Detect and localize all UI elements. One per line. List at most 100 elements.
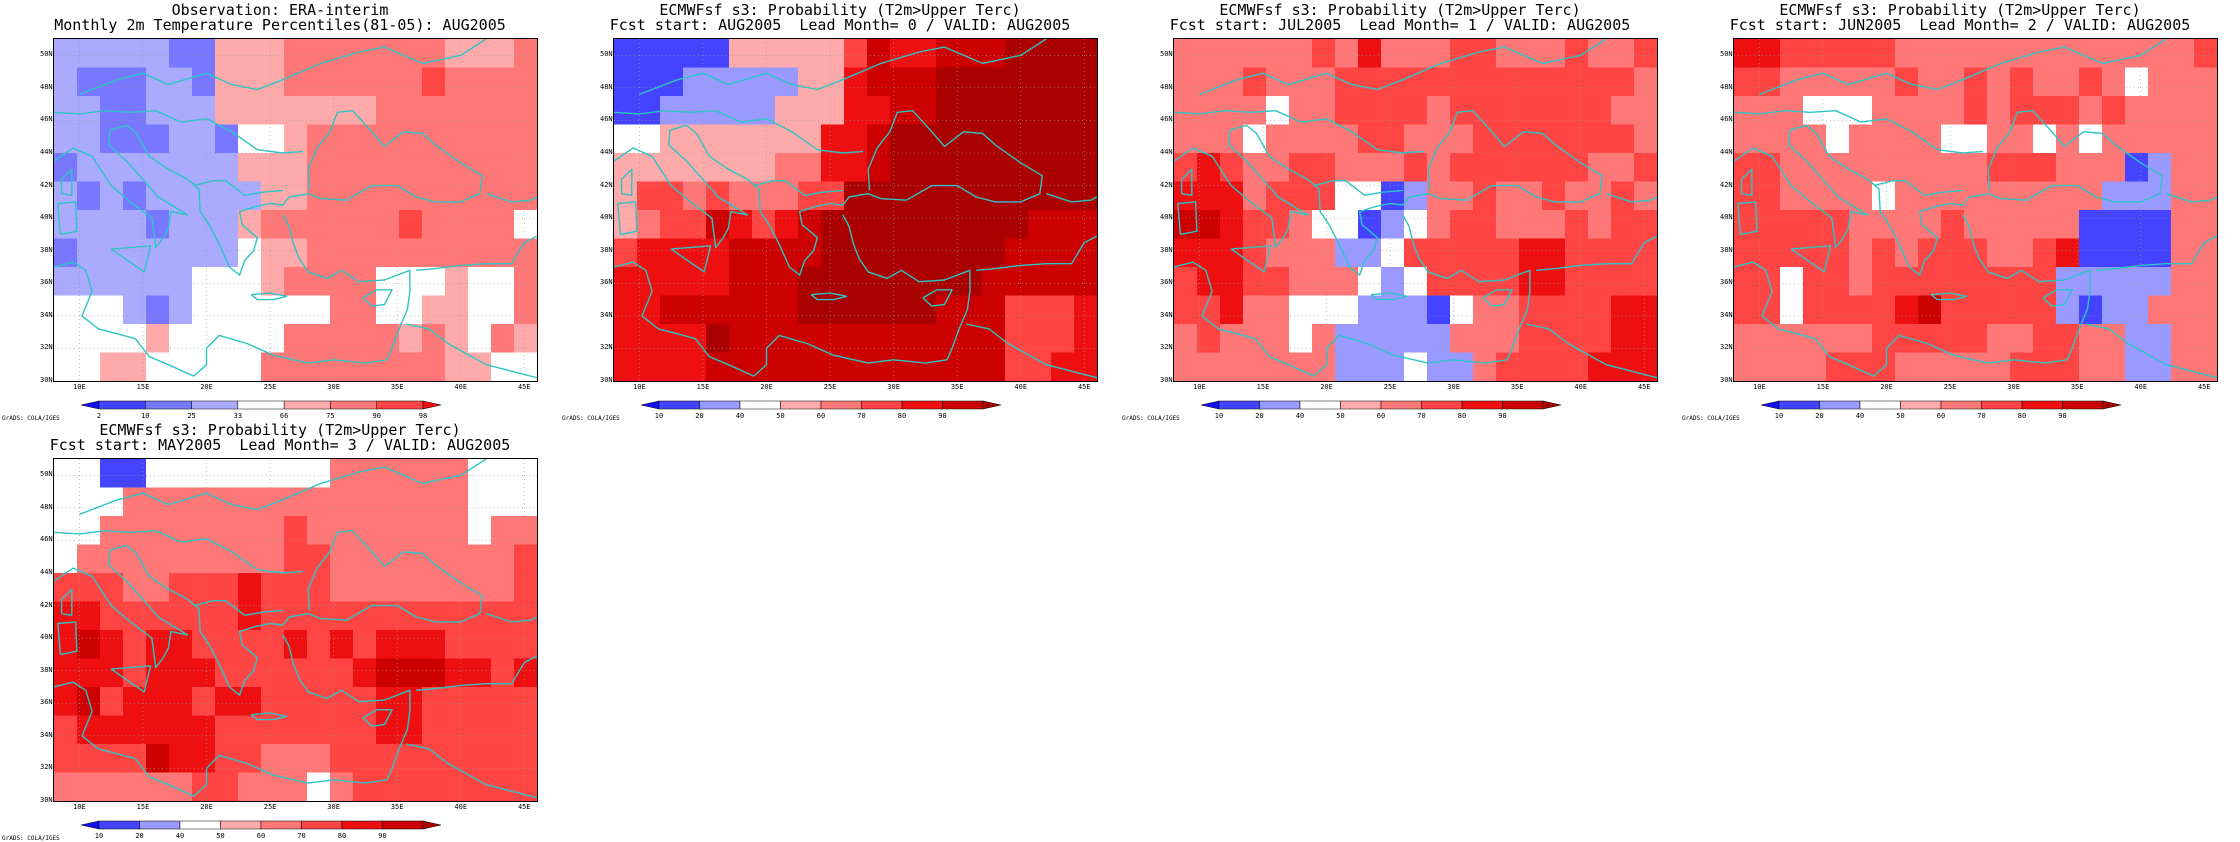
colorbar-label: 70 [857, 412, 866, 420]
grid-cell [982, 210, 1006, 240]
grid-cell [77, 324, 101, 354]
colorbar-label: 80 [897, 412, 907, 420]
grid-cell [468, 181, 492, 211]
colorbar-segment [658, 400, 700, 410]
grid-cell [1757, 324, 1781, 354]
map-svg [54, 39, 537, 381]
grid-cell [1174, 352, 1198, 381]
grid-cell [1803, 39, 1827, 69]
grid-cell [238, 295, 262, 325]
grid-cell [1450, 295, 1474, 325]
grid-cell [1074, 96, 1097, 126]
panel-title: ECMWFsf s3: Probability (T2m>Upper Terc) [1779, 1, 2141, 19]
grid-cell [192, 715, 216, 745]
colorbar-segment [1778, 400, 1820, 410]
grid-cell [2171, 181, 2195, 211]
grid-cell [491, 487, 515, 517]
colorbar-label: 33 [233, 412, 243, 420]
grid-cell [798, 238, 822, 268]
coastline [1873, 179, 1963, 197]
grid-cell [123, 715, 147, 745]
grid-cell [330, 487, 354, 517]
grid-cell [1849, 96, 1873, 126]
lat-tick-label: 50N [1720, 50, 1733, 59]
grid-cell [100, 459, 124, 489]
grid-cell [660, 124, 684, 154]
colorbar-label: 10 [141, 412, 150, 420]
grid-cell [330, 352, 354, 381]
grid-cell [77, 181, 101, 211]
grid-cell [1028, 124, 1052, 154]
colorbar-label: 60 [256, 832, 266, 840]
grid-cell [491, 744, 515, 774]
lat-tick-label: 36N [1160, 278, 1173, 287]
grid-cell [330, 658, 354, 688]
grid-cell [215, 772, 239, 801]
grid-cell [1611, 67, 1635, 97]
grid-cell [729, 267, 753, 297]
grid-cell [1542, 352, 1566, 381]
lat-tick-label: 48N [1160, 82, 1173, 91]
grid-cell [1312, 67, 1336, 97]
grid-cell [100, 267, 124, 297]
grid-cell [491, 352, 515, 381]
lon-tick-label: 40E [454, 383, 468, 391]
grid-cell [1895, 181, 1919, 211]
grid-cell [146, 687, 170, 717]
grid-cell [238, 630, 262, 660]
grid-cell [1051, 181, 1075, 211]
grads-credit: GrADS: COLA/IGES [2, 415, 60, 422]
grid-cell [307, 96, 331, 126]
colorbar-segment [942, 400, 984, 410]
grid-cell [1872, 210, 1896, 240]
grid-cell [959, 153, 983, 183]
grid-cell [1450, 181, 1474, 211]
grid-cell [637, 181, 661, 211]
colorbar-label: 70 [1977, 412, 1986, 420]
grid-cell [284, 267, 308, 297]
grid-cell [307, 573, 331, 603]
grid-cell [491, 238, 515, 268]
grid-cell [215, 238, 239, 268]
lat-tick-label: 48N [1720, 82, 1733, 91]
grid-cell [192, 153, 216, 183]
grid-cell [445, 39, 469, 69]
lat-tick-label: 42N [1160, 180, 1173, 189]
grid-cell [1588, 210, 1612, 240]
grid-cell [706, 39, 730, 69]
grads-credit: GrADS: COLA/IGES [1682, 415, 1740, 422]
grid-cell [353, 324, 377, 354]
coastline [250, 712, 288, 721]
coastline [110, 665, 152, 693]
grid-cell [376, 573, 400, 603]
grid-cell [1634, 295, 1657, 325]
grid-cell [1757, 39, 1781, 69]
grid-cell [422, 295, 446, 325]
grid-cell [284, 324, 308, 354]
grid-cell [1450, 67, 1474, 97]
grid-cell [890, 67, 914, 97]
grid-cell [2079, 295, 2103, 325]
lat-tick-label: 42N [40, 180, 53, 189]
coastline [126, 544, 322, 696]
lat-tick-label: 36N [40, 698, 53, 707]
grid-cell [1174, 67, 1198, 97]
panel-subtitle: Fcst start: AUG2005 Lead Month= 0 / VALI… [609, 16, 1071, 34]
grid-cell [261, 601, 285, 631]
grid-cell [1220, 295, 1244, 325]
grid-cell [1918, 153, 1942, 183]
grid-cell [1381, 67, 1405, 97]
grid-cell [1803, 238, 1827, 268]
grid-cell [1220, 352, 1244, 381]
grid-cell [284, 124, 308, 154]
grid-cell [353, 487, 377, 517]
grid-cell [146, 658, 170, 688]
grid-cell [215, 573, 239, 603]
grid-cell [1266, 210, 1290, 240]
colorbar-segment [260, 820, 302, 830]
colorbar-segment [1502, 400, 1544, 410]
coastline [1045, 193, 1097, 203]
grid-cell [1450, 352, 1474, 381]
grid-cell [1588, 295, 1612, 325]
grid-cell [422, 352, 446, 381]
